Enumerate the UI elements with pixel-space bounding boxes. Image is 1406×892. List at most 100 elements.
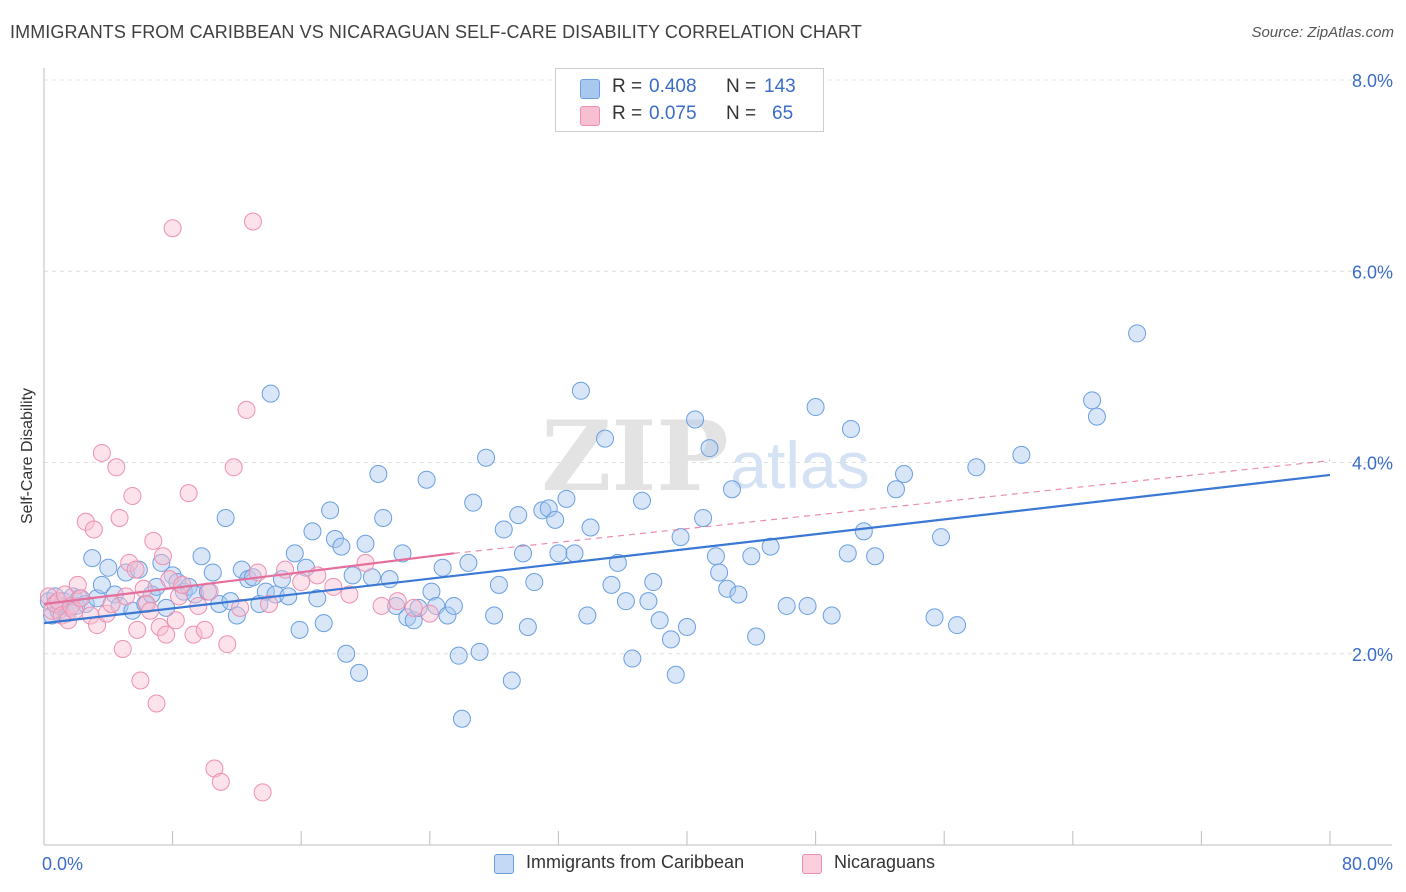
point-caribbean	[557, 489, 576, 508]
point-caribbean	[639, 592, 658, 611]
point-nicaraguans	[150, 617, 169, 636]
point-nicaraguans	[184, 625, 203, 644]
point-caribbean	[723, 480, 742, 499]
chart-title: IMMIGRANTS FROM CARIBBEAN VS NICARAGUAN …	[10, 22, 862, 42]
legend-r-label: R =	[612, 76, 643, 97]
point-caribbean	[489, 575, 508, 594]
point-caribbean	[343, 566, 362, 585]
point-caribbean	[321, 501, 340, 520]
point-caribbean	[533, 501, 552, 520]
point-caribbean	[694, 508, 713, 527]
point-caribbean	[581, 518, 600, 537]
point-nicaraguans	[128, 620, 147, 639]
point-caribbean	[967, 458, 986, 477]
point-nicaraguans	[126, 560, 145, 579]
point-caribbean	[948, 616, 967, 635]
point-caribbean	[546, 510, 565, 529]
points-layer	[39, 212, 1147, 802]
point-nicaraguans	[157, 625, 176, 644]
legend-swatch-caribbean	[580, 79, 600, 99]
legend-n-label: N =	[726, 103, 757, 124]
point-nicaraguans	[39, 587, 58, 606]
point-nicaraguans	[211, 772, 230, 791]
point-nicaraguans	[388, 592, 407, 611]
point-caribbean	[337, 644, 356, 663]
point-caribbean	[623, 649, 642, 668]
point-caribbean	[303, 522, 322, 541]
legend-n-value: 65	[772, 103, 794, 124]
point-caribbean	[380, 570, 399, 589]
point-caribbean	[422, 582, 441, 601]
point-nicaraguans	[372, 596, 391, 615]
point-nicaraguans	[81, 606, 100, 625]
point-nicaraguans	[123, 486, 142, 505]
y-tick-label: 8.0%	[1352, 71, 1393, 91]
point-nicaraguans	[163, 219, 182, 238]
point-caribbean	[596, 429, 615, 448]
point-caribbean	[886, 480, 905, 499]
point-caribbean	[393, 544, 412, 563]
point-caribbean	[661, 630, 680, 649]
point-caribbean	[806, 398, 825, 417]
point-nicaraguans	[84, 520, 103, 539]
point-caribbean	[565, 544, 584, 563]
legend-r-label: R =	[612, 103, 643, 124]
point-nicaraguans	[237, 400, 256, 419]
point-caribbean	[761, 537, 780, 556]
point-nicaraguans	[195, 620, 214, 639]
point-caribbean	[518, 617, 537, 636]
trend-layer	[43, 459, 1331, 625]
point-caribbean	[261, 384, 280, 403]
point-caribbean	[409, 598, 428, 617]
trend-line-extension-nicaraguans	[453, 459, 1331, 554]
point-caribbean	[464, 493, 483, 512]
point-caribbean	[650, 611, 669, 630]
point-nicaraguans	[166, 611, 185, 630]
point-nicaraguans	[224, 458, 243, 477]
point-caribbean	[602, 575, 621, 594]
point-caribbean	[459, 553, 478, 572]
point-caribbean	[838, 544, 857, 563]
point-caribbean	[369, 464, 388, 483]
point-caribbean	[308, 589, 327, 608]
point-caribbean	[514, 544, 533, 563]
point-caribbean	[152, 553, 171, 572]
legend-swatch-nicaraguans	[580, 106, 600, 126]
point-caribbean	[449, 646, 468, 665]
watermark-zip: ZIP	[541, 400, 728, 513]
point-nicaraguans	[260, 595, 279, 614]
x-tick-label-max: 80.0%	[1342, 854, 1393, 874]
legend-r-value: 0.075	[649, 103, 697, 124]
point-caribbean	[350, 663, 369, 682]
point-caribbean	[678, 617, 696, 636]
chart-source: Source: ZipAtlas.com	[1251, 24, 1394, 41]
point-caribbean	[742, 547, 761, 566]
point-nicaraguans	[153, 547, 172, 566]
point-caribbean	[192, 547, 211, 566]
legend-n-value: 143	[764, 76, 796, 97]
point-caribbean	[525, 573, 544, 592]
point-nicaraguans	[404, 598, 423, 617]
point-nicaraguans	[200, 582, 219, 601]
point-caribbean	[777, 596, 796, 615]
point-nicaraguans	[292, 573, 311, 592]
y-tick-label: 2.0%	[1352, 645, 1393, 665]
point-caribbean	[747, 627, 766, 646]
point-caribbean	[203, 563, 222, 582]
point-caribbean	[502, 671, 521, 690]
point-caribbean	[438, 606, 457, 625]
point-nicaraguans	[116, 587, 135, 606]
point-caribbean	[216, 508, 235, 527]
point-nicaraguans	[173, 575, 192, 594]
point-nicaraguans	[97, 604, 116, 623]
point-caribbean	[854, 522, 873, 541]
point-caribbean	[332, 537, 351, 556]
point-caribbean	[470, 642, 489, 661]
point-caribbean	[92, 575, 111, 594]
point-nicaraguans	[68, 575, 87, 594]
point-caribbean	[356, 534, 375, 553]
point-caribbean	[325, 530, 344, 548]
point-nicaraguans	[324, 577, 343, 596]
point-caribbean	[374, 508, 393, 527]
